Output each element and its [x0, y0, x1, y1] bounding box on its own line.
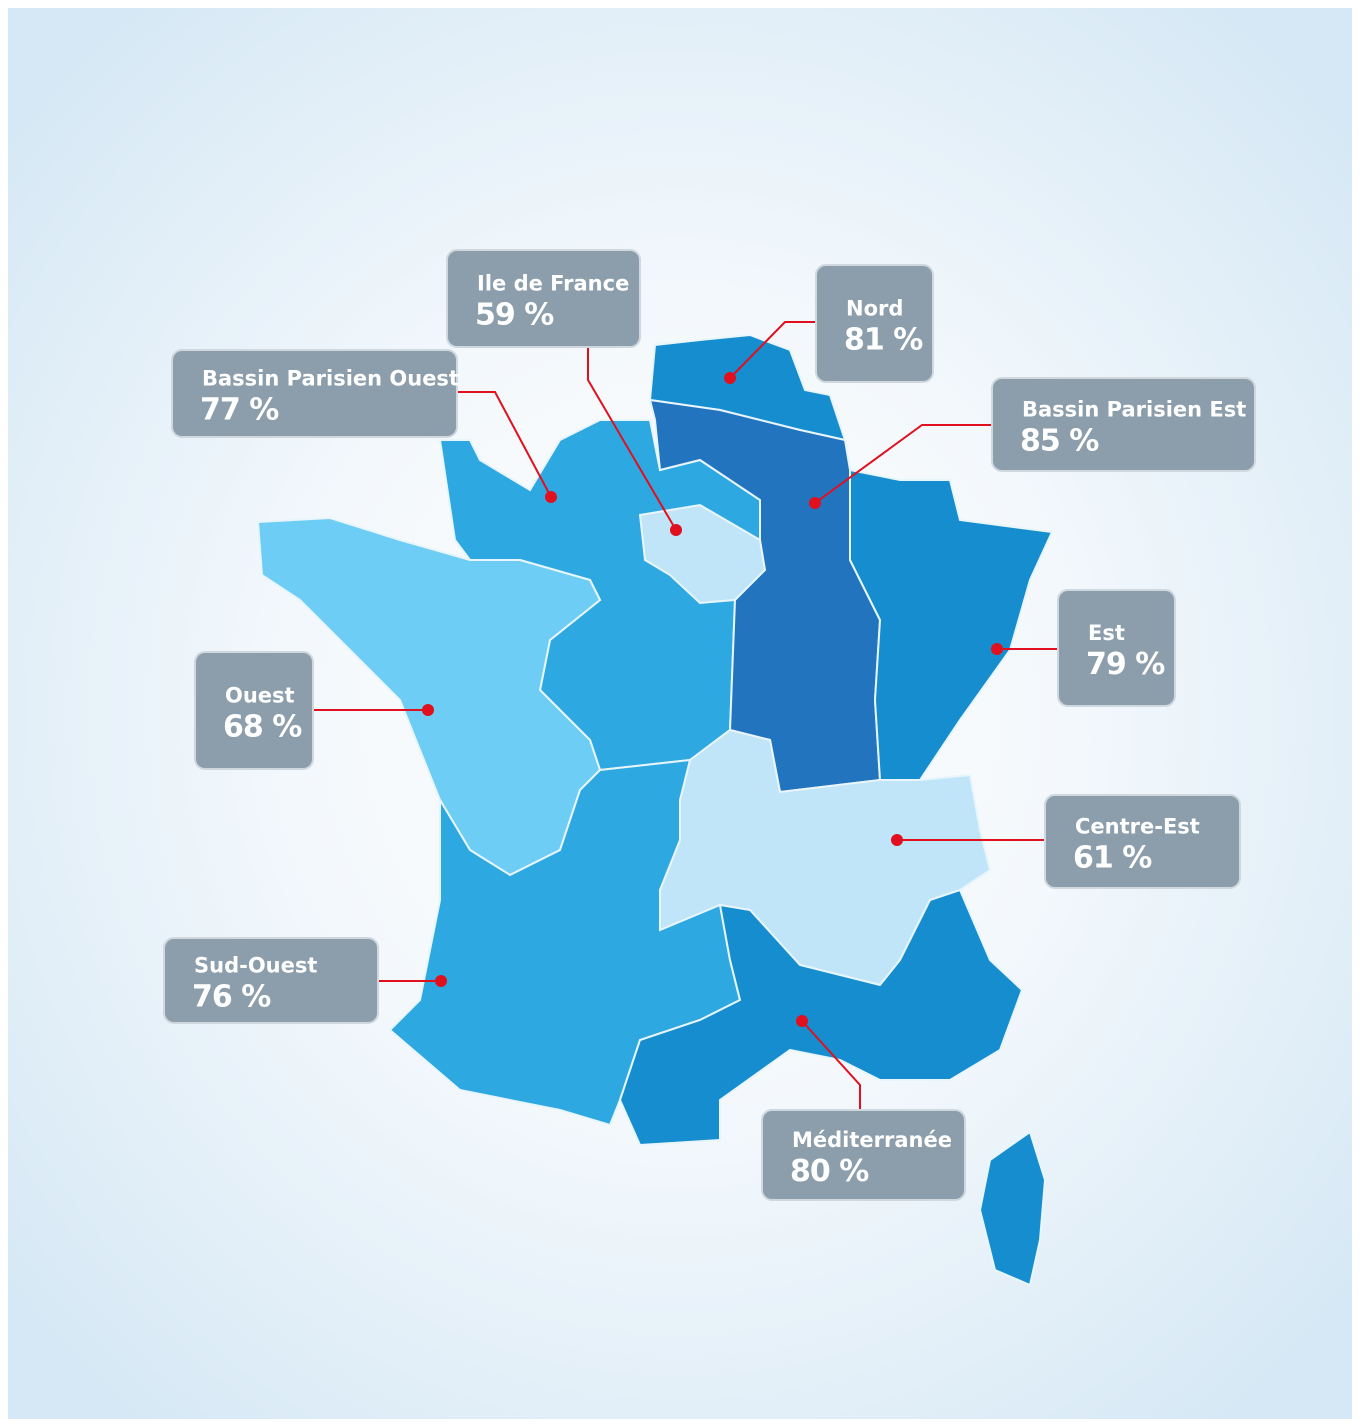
- leader-line: [457, 391, 552, 498]
- region-value: 61 %: [1073, 841, 1152, 876]
- region-value: 79 %: [1086, 647, 1165, 682]
- callout-box: [761, 1109, 966, 1201]
- region-name: Bassin Parisien Ouest: [202, 367, 459, 391]
- region-value: 85 %: [1020, 424, 1099, 459]
- region-name: Est: [1088, 621, 1125, 645]
- callout-box: [991, 377, 1256, 472]
- region-value: 76 %: [192, 980, 271, 1015]
- callout-box: [163, 937, 379, 1024]
- callout-box: [446, 249, 641, 348]
- region-name: Sud-Ouest: [194, 954, 317, 978]
- region-name: Nord: [846, 297, 903, 321]
- marker-dot: [991, 643, 1003, 655]
- leader-line: [801, 1020, 861, 1110]
- leader-line: [814, 424, 992, 504]
- region-name: Méditerranée: [792, 1128, 952, 1152]
- marker-dot: [796, 1015, 808, 1027]
- region: [978, 1130, 1047, 1287]
- marker-dot: [809, 497, 821, 509]
- callout-box: [1057, 589, 1176, 707]
- marker-dot: [724, 372, 736, 384]
- region-value: 68 %: [223, 710, 302, 745]
- region-name: Centre-Est: [1075, 815, 1200, 839]
- leader-line: [587, 347, 677, 531]
- callout-box: [815, 264, 934, 383]
- region-name: Ouest: [225, 684, 295, 708]
- leader-line: [729, 321, 816, 379]
- region-value: 81 %: [844, 323, 923, 358]
- region-value: 77 %: [200, 393, 279, 428]
- callout-box: [1044, 794, 1241, 889]
- marker-dot: [422, 704, 434, 716]
- marker-dot: [545, 491, 557, 503]
- marker-dot: [670, 524, 682, 536]
- marker-dot: [435, 975, 447, 987]
- callout-box: [171, 349, 458, 438]
- region-value: 59 %: [475, 298, 554, 333]
- region: [849, 468, 1054, 781]
- region-name: Bassin Parisien Est: [1022, 398, 1246, 422]
- marker-dot: [891, 834, 903, 846]
- callout-box: [194, 651, 314, 770]
- region-name: Ile de France: [477, 272, 629, 296]
- region: [618, 888, 1024, 1147]
- region-value: 80 %: [790, 1154, 869, 1189]
